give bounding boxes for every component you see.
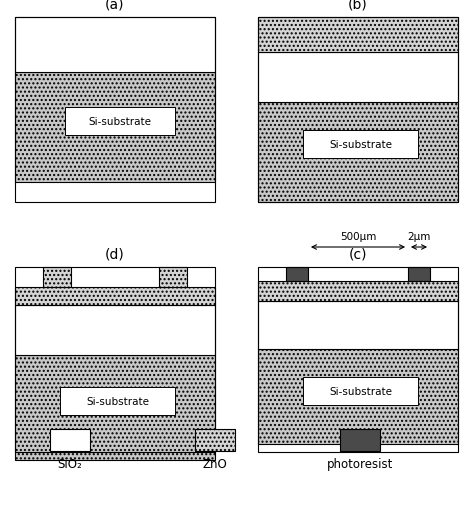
Bar bbox=[258, 18, 458, 53]
Bar bbox=[303, 131, 418, 159]
Bar bbox=[15, 18, 215, 203]
Bar bbox=[50, 429, 90, 451]
Bar bbox=[340, 429, 380, 451]
Bar bbox=[286, 267, 308, 281]
Text: (c): (c) bbox=[349, 247, 367, 262]
Text: Si-substrate: Si-substrate bbox=[86, 396, 149, 406]
Text: ZnO: ZnO bbox=[202, 457, 228, 470]
Text: SiO₂: SiO₂ bbox=[58, 457, 82, 470]
Bar bbox=[15, 355, 215, 460]
Bar bbox=[258, 301, 458, 349]
Bar bbox=[43, 267, 71, 288]
Text: photoresist: photoresist bbox=[327, 457, 393, 470]
Bar bbox=[408, 267, 430, 281]
Bar bbox=[195, 429, 235, 451]
Bar bbox=[258, 103, 458, 203]
Text: Si-substrate: Si-substrate bbox=[329, 386, 392, 396]
Text: 500μm: 500μm bbox=[340, 232, 376, 242]
Bar bbox=[15, 18, 215, 73]
Bar bbox=[60, 387, 175, 415]
Bar bbox=[258, 349, 458, 444]
Bar bbox=[159, 267, 187, 288]
Bar bbox=[303, 377, 418, 405]
Bar bbox=[15, 288, 215, 305]
Text: 2μm: 2μm bbox=[407, 232, 431, 242]
Text: (a): (a) bbox=[105, 0, 125, 12]
Bar bbox=[15, 305, 215, 355]
Text: (b): (b) bbox=[348, 0, 368, 12]
Text: Si-substrate: Si-substrate bbox=[329, 140, 392, 150]
Bar bbox=[65, 108, 175, 136]
Text: Si-substrate: Si-substrate bbox=[89, 117, 152, 127]
Text: (d): (d) bbox=[105, 247, 125, 262]
Bar bbox=[258, 281, 458, 301]
Bar bbox=[258, 18, 458, 203]
Bar bbox=[15, 73, 215, 183]
Bar bbox=[15, 267, 215, 452]
Bar bbox=[258, 267, 458, 452]
Bar bbox=[258, 53, 458, 103]
